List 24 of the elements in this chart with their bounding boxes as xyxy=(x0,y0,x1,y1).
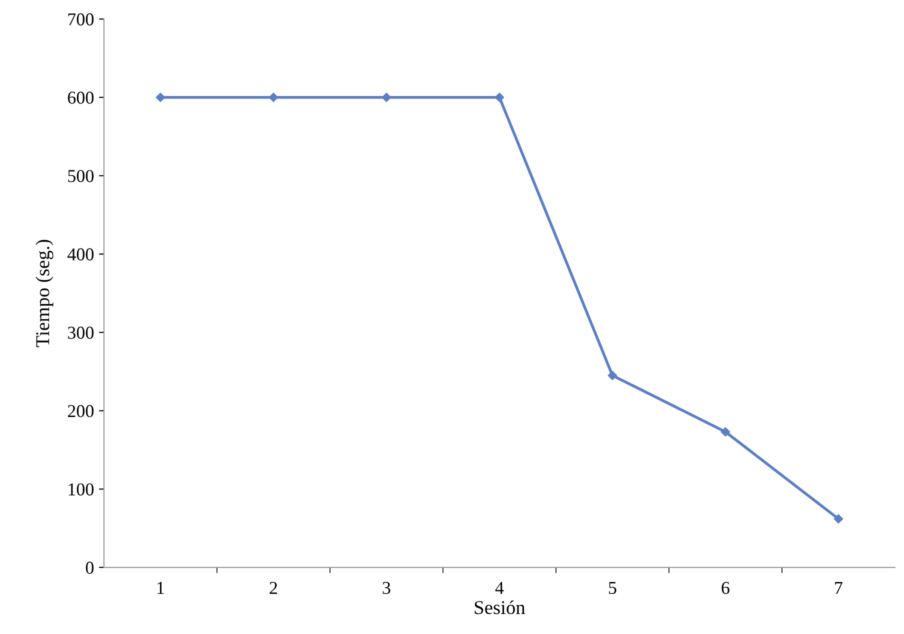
x-tick-label: 3 xyxy=(382,582,390,594)
y-tick-label: 100 xyxy=(68,483,94,496)
y-tick-label: 200 xyxy=(68,405,94,418)
x-tick-label: 5 xyxy=(608,582,616,594)
point xyxy=(834,514,844,524)
y-tick-label: 500 xyxy=(68,170,94,182)
point xyxy=(268,92,278,102)
y-tick-label: 400 xyxy=(68,248,94,260)
point xyxy=(494,92,504,102)
x-tick-label: 4 xyxy=(495,582,504,594)
point xyxy=(608,370,618,380)
x-tick-label: 6 xyxy=(722,582,730,594)
point xyxy=(156,92,166,102)
x-axis-title: Sesión xyxy=(474,600,526,614)
y-tick-label: 700 xyxy=(68,13,94,26)
point xyxy=(720,427,730,437)
y-tick-label: 0 xyxy=(86,562,94,574)
y-tick-label: 600 xyxy=(68,92,94,104)
x-tick-label: 7 xyxy=(835,582,842,594)
x-tick-label: 1 xyxy=(158,582,164,594)
x-tick-label: 2 xyxy=(270,582,277,594)
point xyxy=(382,92,392,102)
y-axis-title: Tiempo (seg.) xyxy=(36,240,54,348)
y-tick-label: 300 xyxy=(68,326,94,339)
